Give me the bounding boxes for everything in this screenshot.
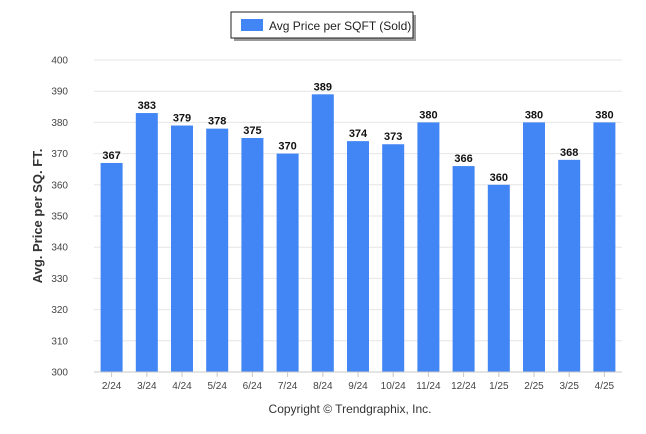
data-label: 380 xyxy=(595,109,613,121)
bar xyxy=(417,122,440,373)
bar xyxy=(347,141,369,372)
data-label: 360 xyxy=(490,172,508,184)
x-tick-label: 10/24 xyxy=(381,381,406,392)
y-tick-label: 360 xyxy=(51,180,68,191)
x-tick-label: 6/24 xyxy=(243,381,263,392)
bar xyxy=(311,94,334,372)
data-label: 378 xyxy=(208,116,226,128)
data-label: 375 xyxy=(243,125,261,137)
data-label: 366 xyxy=(454,153,472,165)
bar xyxy=(382,144,405,372)
data-label: 380 xyxy=(419,109,437,121)
data-label: 373 xyxy=(384,131,402,143)
y-tick-label: 400 xyxy=(51,56,68,67)
legend[interactable]: Avg Price per SQFT (Sold) xyxy=(230,11,416,41)
x-tick-label: 12/24 xyxy=(451,381,476,392)
x-tick-label: 3/25 xyxy=(559,381,579,392)
x-tick-label: 5/24 xyxy=(207,381,227,392)
bar xyxy=(487,184,510,372)
bars xyxy=(100,94,616,373)
y-tick-label: 370 xyxy=(51,149,68,160)
bar xyxy=(558,159,581,372)
bar xyxy=(100,162,123,372)
bar xyxy=(593,122,616,373)
data-label: 368 xyxy=(560,147,578,159)
data-label: 380 xyxy=(525,109,543,121)
x-tick-label: 1/25 xyxy=(489,381,509,392)
copyright-text: Copyright © Trendgraphix, Inc. xyxy=(269,402,432,416)
x-tick-label: 11/24 xyxy=(416,381,441,392)
data-label: 383 xyxy=(138,100,156,112)
bar xyxy=(171,125,193,373)
y-axis-label: Avg. Price per SQ. FT. xyxy=(30,149,45,284)
data-label: 367 xyxy=(102,150,120,162)
y-tick-label: 390 xyxy=(51,87,68,98)
bar xyxy=(206,128,229,372)
data-labels: 367 383 379 378 375 370 389 374 373 380 366 360 380 3… xyxy=(102,81,613,183)
data-label: 370 xyxy=(278,141,296,153)
y-tick-label: 310 xyxy=(51,336,68,347)
y-tick-label: 340 xyxy=(51,243,68,254)
x-tick-label: 3/24 xyxy=(137,381,157,392)
x-tick-label: 4/25 xyxy=(595,381,615,392)
x-tick-label: 2/24 xyxy=(102,381,122,392)
y-tick-label: 350 xyxy=(51,212,68,223)
x-tick-label: 9/24 xyxy=(348,381,368,392)
legend-label: Avg Price per SQFT (Sold) xyxy=(269,19,411,33)
y-tick-label: 330 xyxy=(51,274,68,285)
x-tick-label: 8/24 xyxy=(313,381,333,392)
y-axis-ticks: 300 310 320 330 340 350 360 370 380 390 400 xyxy=(51,56,68,379)
y-tick-label: 380 xyxy=(51,118,68,129)
y-tick-label: 320 xyxy=(51,305,68,316)
x-tick-label: 4/24 xyxy=(172,381,192,392)
x-tick-label: 2/25 xyxy=(524,381,544,392)
x-tick-label: 7/24 xyxy=(278,381,298,392)
bar xyxy=(523,122,545,373)
data-label: 389 xyxy=(314,81,332,93)
data-label: 379 xyxy=(173,113,191,125)
legend-swatch xyxy=(241,19,263,31)
x-axis-ticks: 2/24 3/24 4/24 5/24 6/24 7/24 8/24 9/24 10/24 11/… xyxy=(102,372,615,392)
bar xyxy=(135,113,158,372)
data-label: 374 xyxy=(349,128,368,140)
bar xyxy=(276,153,299,372)
bar xyxy=(452,166,475,372)
y-tick-label: 300 xyxy=(51,368,68,379)
bar xyxy=(241,138,264,372)
